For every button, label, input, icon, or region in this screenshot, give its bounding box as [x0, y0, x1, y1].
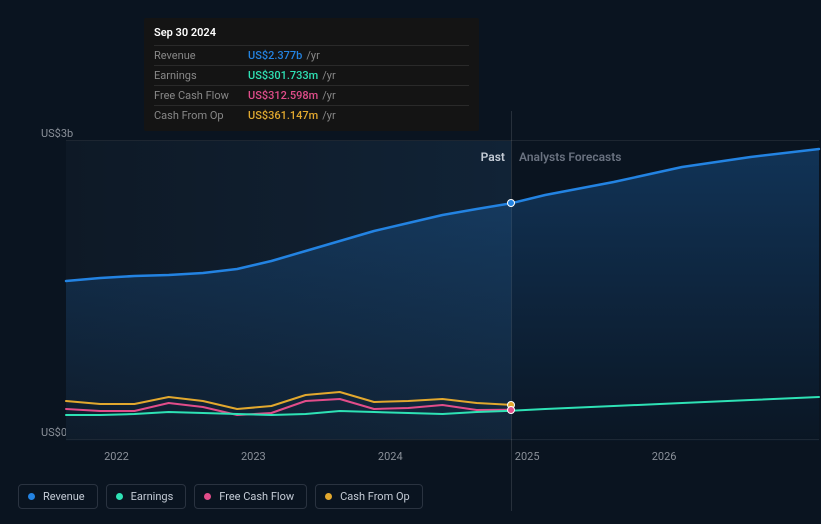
tooltip-metric-value: US$361.147m — [248, 109, 318, 122]
x-tick: 2023 — [241, 450, 266, 463]
legend-item-cash_from_op[interactable]: Cash From Op — [315, 484, 423, 509]
legend-dot-icon — [204, 493, 211, 500]
tooltip-metric-unit: /yr — [306, 49, 319, 62]
legend-dot-icon — [325, 493, 332, 500]
plot-area[interactable]: Past Analysts Forecasts — [66, 140, 819, 440]
x-tick: 2025 — [515, 450, 540, 463]
legend-item-revenue[interactable]: Revenue — [18, 484, 98, 509]
tooltip-metric-label: Earnings — [154, 69, 248, 82]
revenue-marker — [507, 199, 515, 207]
tooltip-metric-value: US$312.598m — [248, 89, 318, 102]
tooltip-metric-unit: /yr — [322, 89, 335, 102]
legend-item-earnings[interactable]: Earnings — [106, 484, 187, 509]
tooltip-row: EarningsUS$301.733m/yr — [154, 65, 469, 85]
tooltip-metric-value: US$301.733m — [248, 69, 318, 82]
legend-dot-icon — [116, 493, 123, 500]
tooltip-metric-unit: /yr — [322, 69, 335, 82]
tooltip-row: Cash From OpUS$361.147m/yr — [154, 105, 469, 125]
tooltip-date: Sep 30 2024 — [154, 26, 469, 45]
tooltip-metric-value: US$2.377b — [248, 49, 302, 62]
y-axis-max-label: US$3b — [41, 127, 73, 140]
tooltip-metric-label: Cash From Op — [154, 109, 248, 122]
data-tooltip: Sep 30 2024 RevenueUS$2.377b/yrEarningsU… — [144, 18, 479, 131]
legend-label: Earnings — [131, 490, 174, 503]
legend-label: Cash From Op — [340, 490, 410, 503]
tooltip-row: Free Cash FlowUS$312.598m/yr — [154, 85, 469, 105]
legend-item-free_cash_flow[interactable]: Free Cash Flow — [194, 484, 307, 509]
legend-dot-icon — [28, 493, 35, 500]
x-tick: 2026 — [652, 450, 677, 463]
tooltip-row: RevenueUS$2.377b/yr — [154, 45, 469, 65]
tooltip-metric-label: Revenue — [154, 49, 248, 62]
x-tick: 2024 — [378, 450, 403, 463]
free_cash_flow-marker — [507, 406, 515, 414]
chart-lines — [66, 141, 819, 439]
x-tick: 2022 — [104, 450, 129, 463]
legend-label: Free Cash Flow — [219, 490, 294, 503]
legend-label: Revenue — [43, 490, 85, 503]
y-axis-min-label: US$0 — [41, 426, 67, 439]
chart-legend: Revenue Earnings Free Cash Flow Cash From O… — [18, 484, 423, 509]
tooltip-metric-label: Free Cash Flow — [154, 89, 248, 102]
tooltip-metric-unit: /yr — [322, 109, 335, 122]
